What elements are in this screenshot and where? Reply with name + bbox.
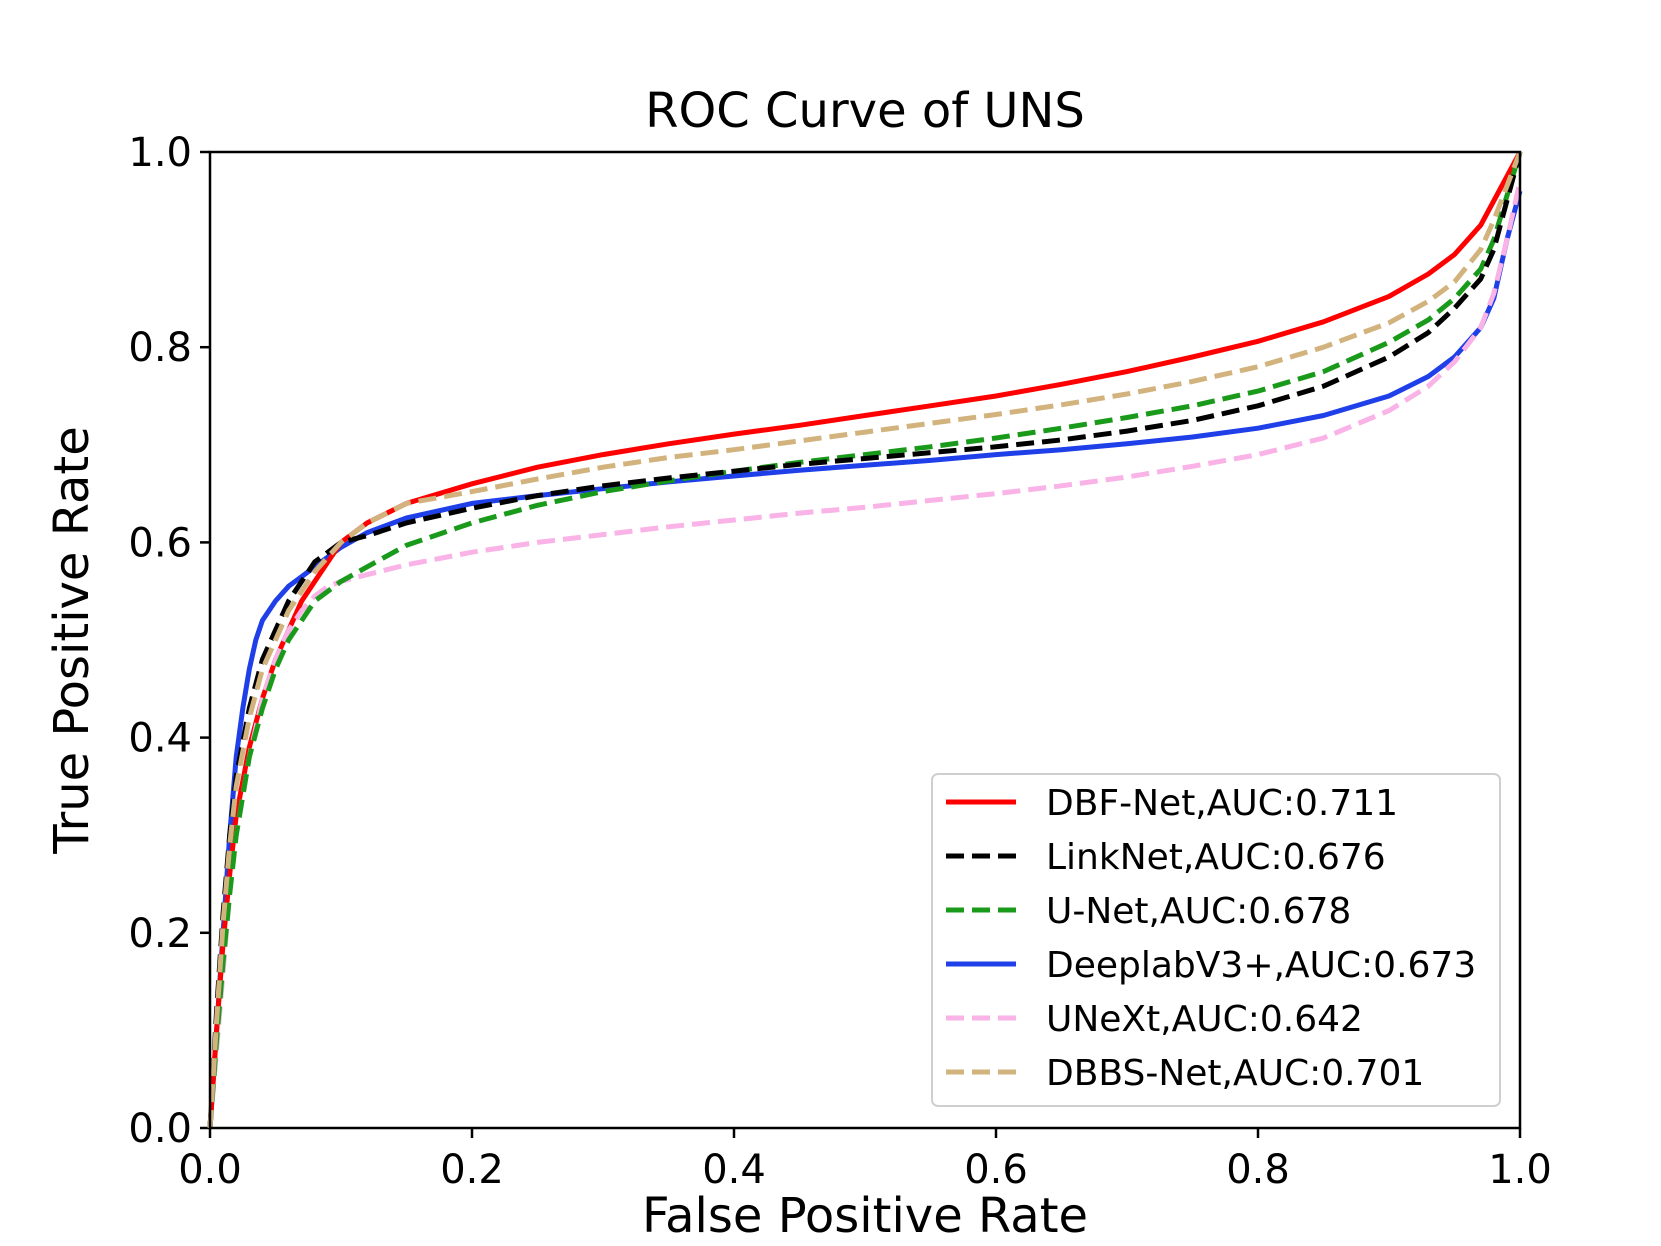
legend-label: UNeXt,AUC:0.642 [1046,999,1363,1040]
chart-title: ROC Curve of UNS [645,83,1085,139]
y-axis-ticks: 0.0 0.2 0.4 0.6 0.8 1.0 [128,130,210,1152]
legend-label: LinkNet,AUC:0.676 [1046,837,1386,878]
series-line-1 [207,151,1523,1129]
series-line-3 [207,190,1523,1129]
series-line-2 [207,151,1523,1129]
x-tick-label: 0.6 [964,1147,1028,1193]
x-tick-label: 0.2 [440,1147,504,1193]
legend-label: DeeplabV3+,AUC:0.673 [1046,945,1476,986]
x-axis-ticks: 0.0 0.2 0.4 0.6 0.8 1.0 [178,1128,1552,1193]
legend-label: DBBS-Net,AUC:0.701 [1046,1053,1424,1094]
y-tick-label: 0.4 [128,716,192,762]
legend-label: U-Net,AUC:0.678 [1046,891,1351,932]
y-axis-label: True Positive Rate [44,426,100,855]
plot-frame [208,150,1522,1130]
y-tick-label: 0.8 [128,325,192,371]
y-tick-label: 0.2 [128,911,192,957]
x-tick-label: 0.0 [178,1147,242,1193]
series-line-5 [207,151,1523,1129]
legend-box [931,773,1501,1107]
x-tick-label: 0.8 [1226,1147,1290,1193]
series-layer [207,150,1523,1129]
legend-label: DBF-Net,AUC:0.711 [1046,783,1398,824]
legend: DBF-Net,AUC:0.711 LinkNet,AUC:0.676 U-Net,… [931,773,1501,1107]
y-tick-label: 1.0 [128,130,192,176]
y-tick-label: 0.6 [128,520,192,566]
y-tick-label: 0.0 [128,1106,192,1152]
x-tick-label: 1.0 [1488,1147,1552,1193]
x-axis-label: False Positive Rate [642,1188,1088,1244]
x-tick-label: 0.4 [702,1147,766,1193]
